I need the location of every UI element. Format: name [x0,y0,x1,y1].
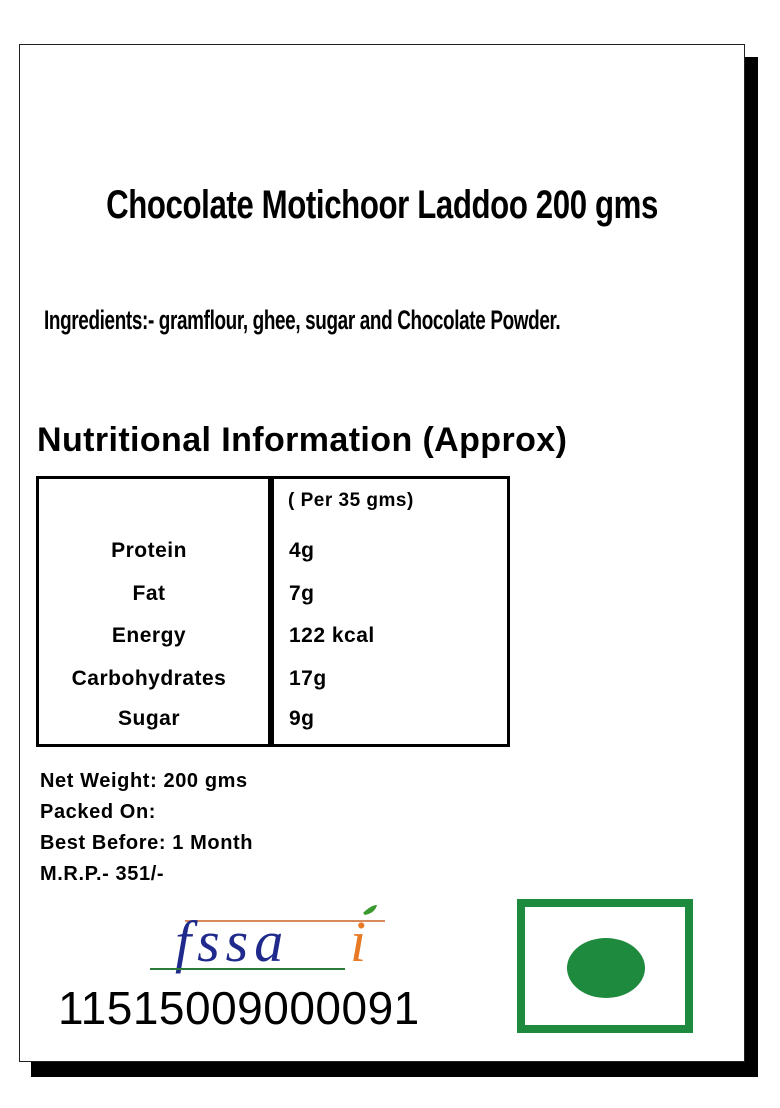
nutrition-heading: Nutritional Information (Approx) [37,421,568,459]
table-row: Sugar 9g [39,705,507,741]
veg-dot [567,938,645,998]
serving-size: ( Per 35 gms) [288,490,414,511]
nutrient-name: Sugar [117,707,180,730]
packed-on: Packed On: [40,801,157,823]
nutrient-value: 9g [289,707,315,730]
nutrient-value: 122 kcal [289,624,375,647]
product-label: Chocolate Motichoor Laddoo 200 gms Ingre… [19,44,745,1062]
nutrient-name: Energy [111,624,187,647]
mrp: M.R.P.- 351/- [40,863,165,885]
veg-symbol-icon [517,899,693,1033]
table-row: Carbohydrates 17g [39,665,507,701]
product-details: Net Weight: 200 gms Packed On: Best Befo… [40,766,253,890]
nutrient-name: Carbohydrates [71,667,227,690]
product-title: Chocolate Motichoor Laddoo 200 gms [106,183,658,227]
nutrient-value: 4g [289,539,315,562]
table-divider [268,479,274,744]
nutrient-name: Protein [111,539,187,562]
nutrient-name: Fat [132,582,166,605]
fssai-license-number: 11515009000091 [58,982,420,1034]
table-row: Energy 122 kcal [39,622,507,658]
best-before: Best Before: 1 Month [40,832,254,854]
table-row: Fat 7g [39,580,507,616]
net-weight: Net Weight: 200 gms [40,770,248,792]
nutrient-value: 17g [289,667,327,690]
fssai-logo: fssa i [150,905,385,974]
table-row: Protein 4g [39,537,507,573]
svg-text:i: i [350,909,366,974]
nutrient-value: 7g [289,582,315,605]
svg-text:fssa: fssa [175,909,289,974]
nutrition-table: ( Per 35 gms) Protein 4g Fat 7g Energy 1… [36,476,510,747]
ingredients: Ingredients:- gramflour, ghee, sugar and… [44,305,561,335]
